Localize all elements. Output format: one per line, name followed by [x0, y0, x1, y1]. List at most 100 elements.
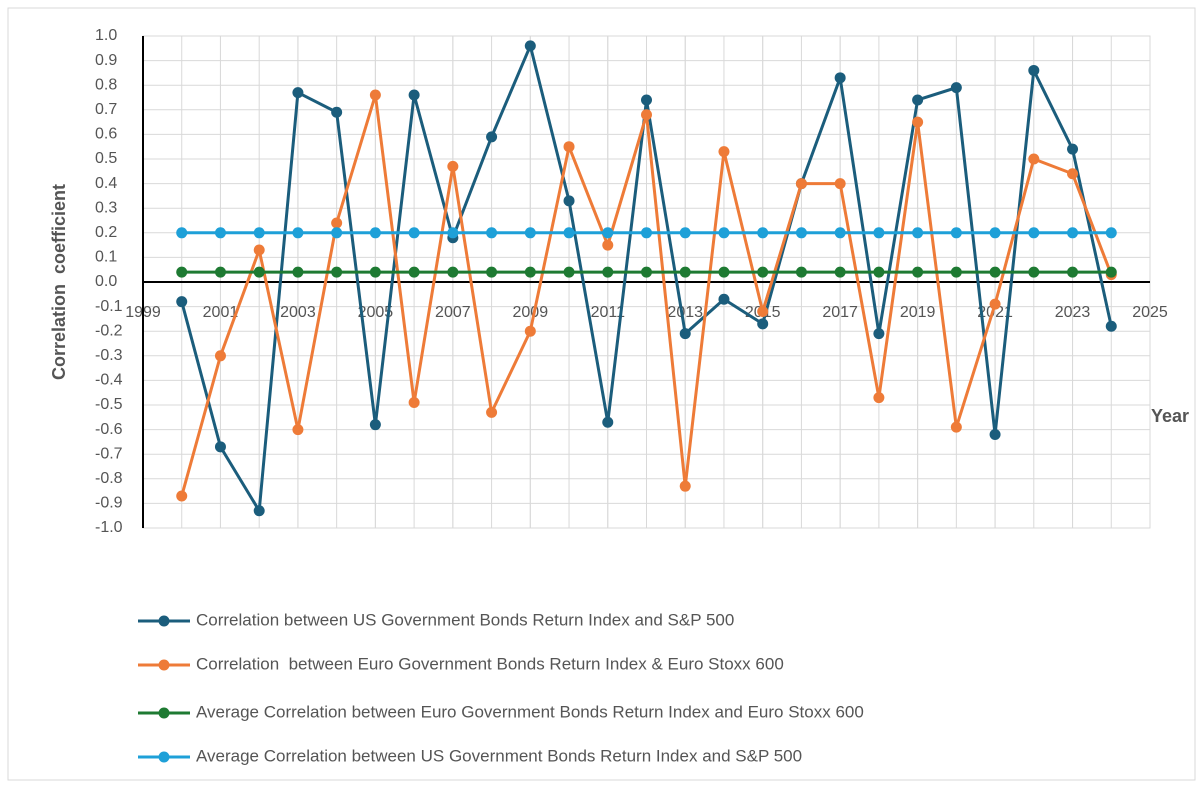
y-tick-label: 0.5: [95, 150, 117, 167]
data-point: [602, 227, 614, 239]
data-point: [912, 94, 924, 106]
data-point: [524, 227, 536, 239]
data-point: [408, 227, 420, 239]
data-point: [1067, 227, 1079, 239]
data-point: [253, 505, 265, 517]
data-point: [718, 266, 730, 278]
data-point: [641, 266, 652, 278]
y-tick-label: 0.6: [95, 126, 117, 143]
data-point: [563, 195, 575, 207]
data-point: [912, 266, 924, 278]
data-point: [1028, 266, 1040, 278]
data-point: [1067, 168, 1079, 180]
data-point: [873, 328, 885, 340]
y-tick-label: -0.9: [95, 495, 123, 512]
x-tick-label: 2005: [358, 304, 394, 321]
data-point: [718, 146, 730, 158]
y-tick-label: -0.2: [95, 322, 123, 339]
data-point: [369, 266, 381, 278]
data-point: [679, 328, 691, 340]
data-point: [176, 296, 188, 308]
legend-marker: [158, 659, 170, 671]
data-point: [873, 266, 885, 278]
y-tick-label: 1.0: [95, 27, 117, 44]
data-point: [408, 397, 420, 409]
data-point: [1028, 64, 1040, 76]
data-point: [292, 227, 304, 239]
data-point: [447, 266, 459, 278]
data-point: [757, 266, 769, 278]
data-point: [873, 227, 885, 239]
x-tick-label: 2003: [280, 304, 316, 321]
data-point: [795, 266, 807, 278]
data-point: [447, 227, 459, 239]
data-point: [253, 266, 265, 278]
x-tick-label: 2001: [203, 304, 239, 321]
data-point: [447, 160, 459, 172]
y-tick-label: -0.8: [95, 470, 123, 487]
y-tick-label: 0.0: [95, 273, 117, 290]
data-point: [331, 227, 343, 239]
data-point: [486, 131, 498, 143]
data-point: [369, 89, 381, 101]
data-point: [679, 227, 691, 239]
y-tick-label: 0.1: [95, 249, 117, 266]
x-tick-label: 2013: [667, 304, 703, 321]
data-point: [950, 227, 962, 239]
data-point: [563, 266, 575, 278]
x-tick-label: 2007: [435, 304, 471, 321]
data-point: [912, 116, 924, 128]
data-point: [1105, 227, 1117, 239]
data-point: [486, 266, 498, 278]
data-point: [602, 416, 614, 428]
legend-label: Average Correlation between Euro Governm…: [196, 702, 864, 721]
y-tick-label: 0.2: [95, 224, 117, 241]
data-point: [1067, 266, 1079, 278]
data-point: [950, 421, 962, 433]
data-point: [834, 227, 846, 239]
x-tick-label: 2021: [977, 304, 1013, 321]
y-axis-label: Correlation coefficient: [49, 184, 69, 380]
y-tick-label: -0.1: [95, 298, 123, 315]
data-point: [602, 239, 614, 251]
data-point: [253, 244, 265, 256]
data-point: [989, 266, 1001, 278]
data-point: [408, 89, 420, 101]
data-point: [834, 266, 846, 278]
data-point: [873, 392, 885, 404]
x-tick-label: 2017: [822, 304, 858, 321]
data-point: [1105, 320, 1117, 332]
x-axis-label: Year: [1151, 406, 1189, 426]
y-tick-label: -0.7: [95, 445, 123, 462]
data-point: [950, 266, 962, 278]
data-point: [1067, 143, 1079, 155]
data-point: [331, 217, 343, 229]
data-point: [408, 266, 420, 278]
data-point: [524, 325, 536, 337]
data-point: [795, 178, 807, 190]
data-point: [331, 266, 343, 278]
y-tick-label: -0.5: [95, 396, 123, 413]
data-point: [563, 227, 575, 239]
data-point: [369, 419, 381, 431]
data-point: [331, 106, 343, 118]
data-point: [563, 141, 575, 153]
data-point: [757, 227, 769, 239]
y-tick-label: -1.0: [95, 519, 123, 536]
data-point: [176, 227, 188, 239]
y-tick-label: -0.4: [95, 372, 123, 389]
data-point: [214, 266, 226, 278]
data-point: [912, 227, 924, 239]
data-point: [176, 490, 188, 502]
data-point: [292, 87, 304, 99]
legend-label: Correlation between US Government Bonds …: [196, 610, 734, 629]
data-point: [602, 266, 614, 278]
y-tick-label: 0.4: [95, 175, 117, 192]
data-point: [524, 266, 536, 278]
data-point: [718, 227, 730, 239]
y-tick-label: 0.3: [95, 199, 117, 216]
legend-label: Correlation between Euro Government Bond…: [196, 654, 784, 673]
y-tick-label: 0.7: [95, 101, 117, 118]
legend-marker: [158, 615, 170, 627]
